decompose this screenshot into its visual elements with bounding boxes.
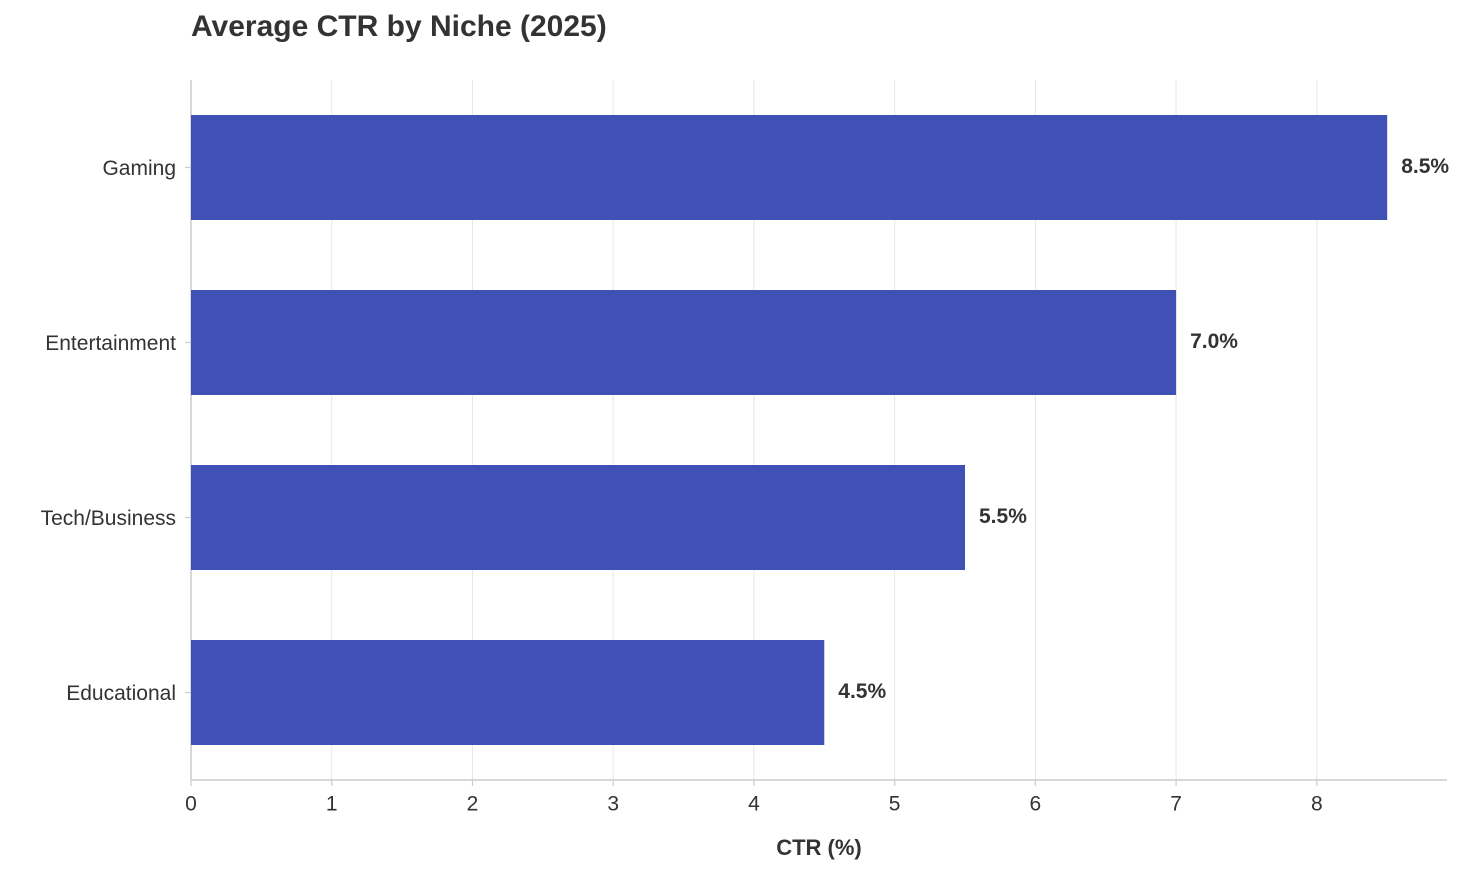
x-tick-label: 6 bbox=[1030, 793, 1042, 816]
x-axis-label: CTR (%) bbox=[776, 835, 862, 860]
chart-title: Average CTR by Niche (2025) bbox=[191, 10, 607, 43]
y-tick-label: Gaming bbox=[102, 157, 176, 180]
value-label: 5.5% bbox=[979, 505, 1027, 528]
x-tick-label: 0 bbox=[185, 793, 197, 816]
x-tick-label: 1 bbox=[326, 793, 338, 816]
x-tick-label: 3 bbox=[607, 793, 619, 816]
x-tick-label: 4 bbox=[748, 793, 760, 816]
bar bbox=[191, 640, 825, 745]
x-tick-label: 5 bbox=[889, 793, 901, 816]
value-label: 7.0% bbox=[1190, 330, 1238, 353]
value-label: 4.5% bbox=[838, 680, 886, 703]
y-tick-label: Tech/Business bbox=[41, 507, 176, 530]
bar bbox=[191, 465, 966, 570]
value-label: 8.5% bbox=[1401, 155, 1449, 178]
x-tick-label: 8 bbox=[1311, 793, 1323, 816]
y-tick-label: Entertainment bbox=[45, 332, 176, 355]
bar bbox=[191, 290, 1177, 395]
x-tick-label: 7 bbox=[1170, 793, 1182, 816]
y-tick-label: Educational bbox=[66, 682, 176, 705]
bar bbox=[191, 115, 1388, 220]
x-tick-label: 2 bbox=[467, 793, 479, 816]
